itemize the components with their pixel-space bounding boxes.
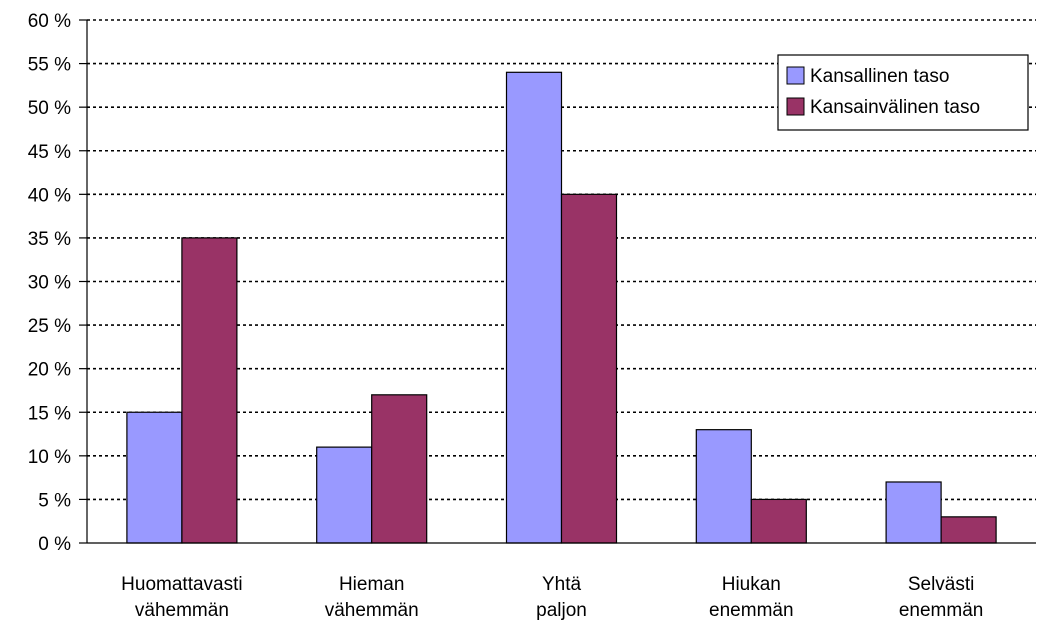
- bar: [695, 429, 752, 544]
- bar: [181, 237, 238, 544]
- axes: [79, 19, 1036, 544]
- bars: [126, 71, 997, 544]
- y-tick-label: 35 %: [28, 229, 71, 250]
- y-tick-label: 25 %: [28, 316, 71, 337]
- y-tick-label: 40 %: [28, 185, 71, 206]
- x-category-label: Yhtä paljon: [536, 574, 587, 621]
- bar: [371, 394, 428, 544]
- legend: Kansallinen taso Kansainvälinen taso: [777, 54, 1029, 131]
- y-tick-label: 60 %: [28, 11, 71, 32]
- legend-swatch: [786, 97, 805, 116]
- bar: [126, 411, 183, 544]
- x-category-labels: Huomattavasti vähemmän Hieman vähemmän Yhtä p…: [121, 574, 983, 621]
- legend-label: Kansainvälinen taso: [810, 97, 980, 118]
- y-tick-label: 10 %: [28, 447, 71, 468]
- bar: [885, 481, 942, 544]
- y-tick-label: 30 %: [28, 273, 71, 294]
- legend-swatch: [786, 66, 805, 85]
- x-category-label: Hiukan enemmän: [709, 574, 794, 621]
- bar: [940, 516, 997, 544]
- x-category-label: Selvästi enemmän: [899, 574, 984, 621]
- x-category-label: Hieman vähemmän: [325, 574, 419, 621]
- bar: [316, 446, 373, 544]
- y-tick-label: 0 %: [38, 534, 71, 555]
- y-tick-label: 55 %: [28, 55, 71, 76]
- y-tick-labels: 0 % 5 % 10 % 15 % 20 % 25 % 30 % 35 % 40 % 45 % 50…: [28, 11, 71, 555]
- y-tick-label: 45 %: [28, 142, 71, 163]
- bar: [560, 193, 618, 544]
- y-tick-label: 5 %: [38, 490, 71, 511]
- y-tick-label: 15 %: [28, 403, 71, 424]
- y-tick-label: 50 %: [28, 98, 71, 119]
- legend-box: [777, 54, 1029, 131]
- legend-label: Kansallinen taso: [810, 66, 949, 87]
- x-category-label: Huomattavasti vähemmän: [121, 574, 242, 621]
- y-tick-label: 20 %: [28, 360, 71, 381]
- bar: [505, 71, 563, 544]
- bar: [750, 498, 807, 544]
